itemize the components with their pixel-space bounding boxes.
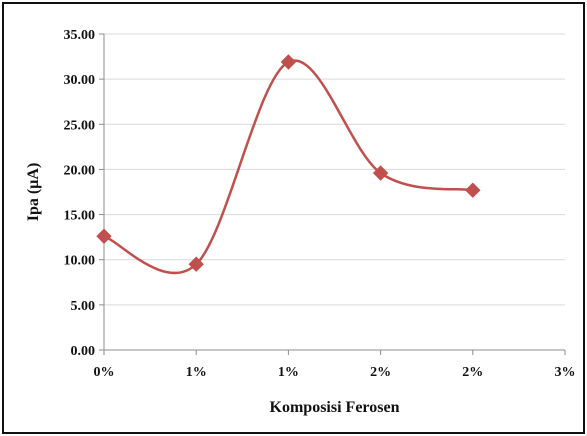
data-point-marker	[372, 165, 389, 181]
y-tick-label: 5.00	[71, 299, 96, 314]
gridlines	[104, 33, 565, 306]
y-tick-label: 35.00	[64, 28, 96, 43]
x-tick-label: 2%	[462, 365, 483, 380]
x-tick-label: 3%	[555, 365, 576, 380]
y-tick-label: 25.00	[64, 118, 96, 133]
y-tick-label: 30.00	[64, 73, 96, 88]
y-tick-label: 10.00	[64, 254, 96, 269]
x-tick-label: 0%	[94, 365, 115, 380]
x-tick-label: 1%	[278, 365, 299, 380]
data-markers	[96, 54, 481, 272]
series-lines	[103, 59, 474, 275]
data-point-marker	[96, 228, 112, 244]
x-tick-label: 1%	[186, 365, 207, 380]
y-tick-label: 15.00	[64, 209, 96, 224]
y-axis-title: Ipa (µA)	[25, 163, 42, 222]
x-tick-labels: 0% 1% 1% 2% 2% 3%	[94, 365, 576, 380]
x-tick-label: 2%	[370, 365, 391, 380]
data-point-marker	[280, 54, 297, 70]
data-point-marker	[465, 182, 481, 198]
series-line	[103, 59, 474, 275]
data-point-marker	[188, 256, 204, 272]
y-tick-label: 0.00	[71, 344, 96, 359]
y-tick-label: 20.00	[64, 163, 96, 178]
y-tick-labels: 0.00 5.00 10.00 15.00 20.00 25.00 30.00 35.00	[64, 28, 96, 359]
axes	[99, 33, 566, 355]
x-axis-title: Komposisi Ferosen	[270, 399, 400, 416]
